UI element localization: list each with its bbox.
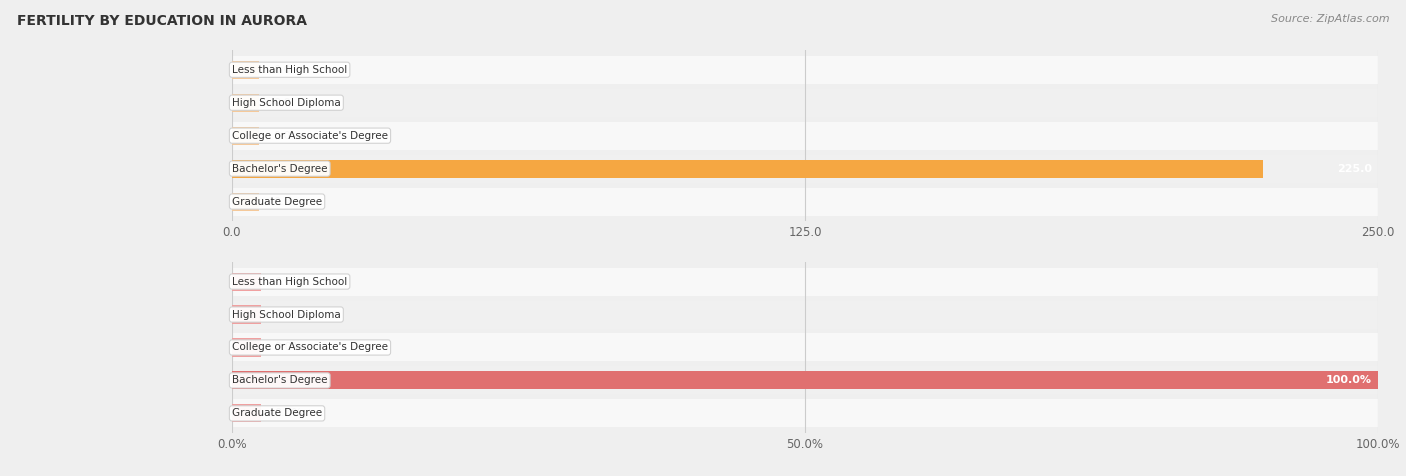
Bar (232, 127, 260, 145)
Bar (232, 268, 1378, 296)
Bar (232, 334, 1378, 361)
Text: 0.0: 0.0 (273, 98, 291, 108)
Bar (232, 399, 1378, 427)
Text: 0.0: 0.0 (273, 65, 291, 75)
Bar (232, 192, 260, 210)
Bar (232, 367, 1378, 395)
Text: Bachelor's Degree: Bachelor's Degree (232, 164, 328, 174)
Bar (232, 272, 260, 291)
Text: Graduate Degree: Graduate Degree (232, 408, 322, 418)
Text: 0.0: 0.0 (273, 197, 291, 207)
Text: 0.0%: 0.0% (274, 277, 302, 287)
Text: Graduate Degree: Graduate Degree (232, 197, 322, 207)
Bar (232, 122, 1378, 149)
Bar (232, 404, 260, 423)
Text: 0.0: 0.0 (273, 130, 291, 141)
Bar (232, 155, 1378, 183)
Text: High School Diploma: High School Diploma (232, 98, 340, 108)
Text: 100.0%: 100.0% (1326, 376, 1372, 386)
Text: College or Associate's Degree: College or Associate's Degree (232, 342, 388, 353)
Bar (232, 94, 260, 112)
Bar (232, 371, 1378, 389)
Bar (232, 159, 1263, 178)
Bar (232, 61, 260, 79)
Bar (232, 306, 260, 324)
Bar (232, 56, 1378, 84)
Bar (232, 300, 1378, 328)
Text: 0.0%: 0.0% (274, 408, 302, 418)
Text: College or Associate's Degree: College or Associate's Degree (232, 130, 388, 141)
Text: Source: ZipAtlas.com: Source: ZipAtlas.com (1271, 14, 1389, 24)
Text: 0.0%: 0.0% (274, 309, 302, 319)
Bar (232, 89, 1378, 117)
Text: FERTILITY BY EDUCATION IN AURORA: FERTILITY BY EDUCATION IN AURORA (17, 14, 307, 28)
Text: High School Diploma: High School Diploma (232, 309, 340, 319)
Bar (232, 338, 260, 357)
Bar (232, 188, 1378, 216)
Text: Less than High School: Less than High School (232, 277, 347, 287)
Text: Bachelor's Degree: Bachelor's Degree (232, 376, 328, 386)
Text: 0.0%: 0.0% (274, 342, 302, 353)
Text: Less than High School: Less than High School (232, 65, 347, 75)
Text: 225.0: 225.0 (1337, 164, 1372, 174)
